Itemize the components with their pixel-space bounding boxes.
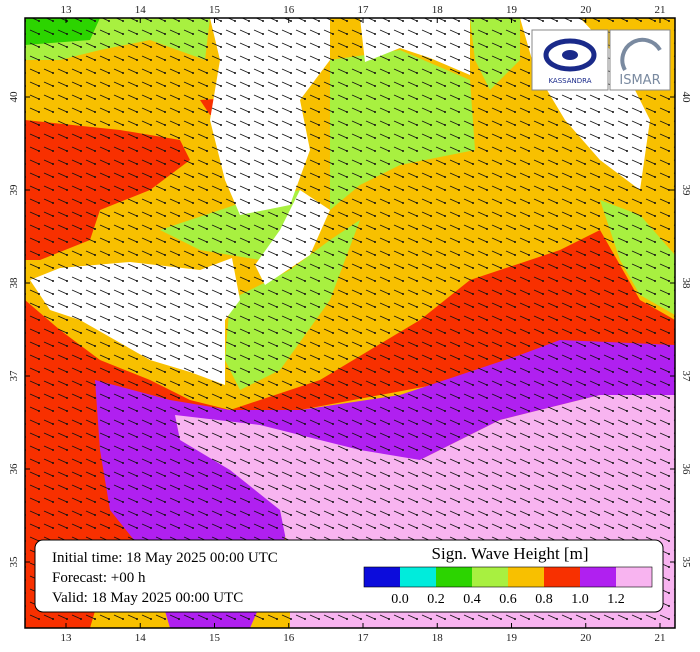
lat-label: 39 <box>680 185 692 197</box>
color-swatch <box>472 567 508 587</box>
lat-label: 35 <box>8 556 20 568</box>
colorbar-label: 0.4 <box>463 592 481 607</box>
lon-label: 16 <box>283 632 295 644</box>
lat-label: 39 <box>8 184 20 196</box>
color-swatch <box>616 567 652 587</box>
color-swatch <box>400 567 436 587</box>
lon-label: 20 <box>580 4 592 16</box>
colorbar: 0.0 0.2 0.4 0.6 0.8 1.0 1.2 <box>363 566 653 607</box>
colorbar-label: 1.0 <box>571 592 589 607</box>
colorbar-label: 0.8 <box>535 592 553 607</box>
logo-text: KASSANDRA <box>548 77 591 85</box>
lon-label: 14 <box>135 632 147 644</box>
valid-time: Valid: 18 May 2025 00:00 UTC <box>52 590 243 606</box>
colorbar-label: 0.0 <box>391 592 409 607</box>
lon-label: 16 <box>283 4 295 16</box>
lon-label: 17 <box>358 632 370 644</box>
lat-label: 40 <box>680 92 692 104</box>
logo-text: ISMAR <box>619 73 660 88</box>
lon-label: 18 <box>432 4 444 16</box>
lon-label: 19 <box>506 632 518 644</box>
color-swatch <box>364 567 400 587</box>
lat-label: 38 <box>8 277 20 289</box>
colorbar-label: 0.6 <box>499 592 517 607</box>
lat-label: 37 <box>680 371 692 383</box>
lon-label: 13 <box>61 4 73 16</box>
lat-label: 36 <box>680 464 692 476</box>
lat-label: 35 <box>680 557 692 569</box>
lon-label: 17 <box>358 4 370 16</box>
colorbar-label: 0.2 <box>427 592 445 607</box>
info-panel <box>34 539 664 613</box>
logo-mark <box>620 37 662 71</box>
legend-title: Sign. Wave Height [m] <box>432 544 589 563</box>
map-frame <box>24 17 676 629</box>
color-swatch <box>580 567 616 587</box>
lon-label: 19 <box>506 4 518 16</box>
color-swatch <box>544 567 580 587</box>
lat-label: 38 <box>680 278 692 290</box>
lon-label: 21 <box>655 4 666 16</box>
lat-label: 40 <box>8 91 20 103</box>
colorbar-frame <box>363 566 653 588</box>
lon-label: 21 <box>655 632 666 644</box>
logo-mark <box>562 50 578 60</box>
graticule-labels: 13 13 14 14 15 15 16 16 17 17 18 18 19 19 20 20 21 21 35 35… <box>8 4 692 644</box>
color-swatch <box>508 567 544 587</box>
lon-label: 15 <box>209 4 221 16</box>
forecast-step: Forecast: +00 h <box>52 570 146 586</box>
initial-time: Initial time: 18 May 2025 00:00 UTC <box>52 550 278 566</box>
lon-label: 15 <box>209 632 221 644</box>
lon-label: 20 <box>580 632 592 644</box>
logo-mark <box>543 38 597 72</box>
field <box>25 18 675 628</box>
colorbar-label: 1.2 <box>607 592 625 607</box>
lat-label: 36 <box>8 463 20 475</box>
lon-label: 13 <box>61 632 73 644</box>
lat-label: 37 <box>8 370 20 382</box>
logos: KASSANDRA ISMAR <box>531 29 671 91</box>
lon-label: 18 <box>432 632 444 644</box>
color-swatch <box>436 567 472 587</box>
lon-label: 14 <box>135 4 147 16</box>
